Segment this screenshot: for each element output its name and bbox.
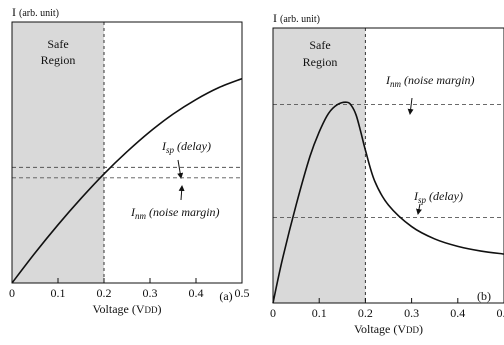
x-axis-label: Voltage (VDD) [354, 322, 423, 336]
x-tick-label: 0 [9, 286, 15, 300]
safe-region-label-line2: Region [41, 53, 76, 67]
safe-region-label-line1: Safe [309, 38, 330, 52]
annotation-arrow-sp [416, 203, 422, 215]
annotation-sp: Isp (delay) [161, 139, 211, 155]
annotation-nm: Inm (noise margin) [385, 73, 475, 89]
x-tick-label: 0.2 [358, 306, 373, 320]
y-axis-label: I (arb. unit) [273, 11, 320, 25]
chart-panel-b: Safe Region Inm (noise margin) Isp (delay) 0… [270, 11, 504, 336]
annotation-nm: Inm (noise margin) [130, 205, 220, 221]
x-tick-label: 0.4 [450, 306, 465, 320]
x-tick-label: 0 [270, 306, 276, 320]
x-axis-label: Voltage (VDD) [92, 302, 161, 316]
safe-region-shade [12, 22, 104, 283]
y-axis-label: I (arb. unit) [12, 5, 59, 19]
x-tick-label: 0.4 [189, 286, 204, 300]
x-tick-label: 0.5 [235, 286, 250, 300]
x-tick-label: 0.1 [51, 286, 66, 300]
plot-frame [272, 27, 504, 304]
panel-label: (b) [477, 289, 491, 303]
annotation-arrow-nm [178, 185, 185, 201]
x-tick-label: 0.3 [143, 286, 158, 300]
panel-label: (a) [219, 289, 232, 303]
safe-region-label-line2: Region [303, 55, 338, 69]
current-curve [11, 77, 243, 284]
chart-panel-a: Safe Region Isp (delay) Inm (noise margin) 0… [9, 5, 250, 316]
annotation-sp: Isp (delay) [413, 189, 463, 205]
plot-frame [11, 21, 243, 284]
x-tick-label: 0.1 [312, 306, 327, 320]
x-tick-label: 0.2 [97, 286, 112, 300]
current-curve [272, 101, 504, 304]
annotation-arrow-nm [407, 97, 414, 115]
annotation-arrow-sp [177, 159, 184, 179]
safe-region-shade [273, 28, 366, 303]
x-tick-label: 0.5 [497, 306, 504, 320]
x-tick-label: 0.3 [404, 306, 419, 320]
safe-region-label-line1: Safe [47, 37, 68, 51]
